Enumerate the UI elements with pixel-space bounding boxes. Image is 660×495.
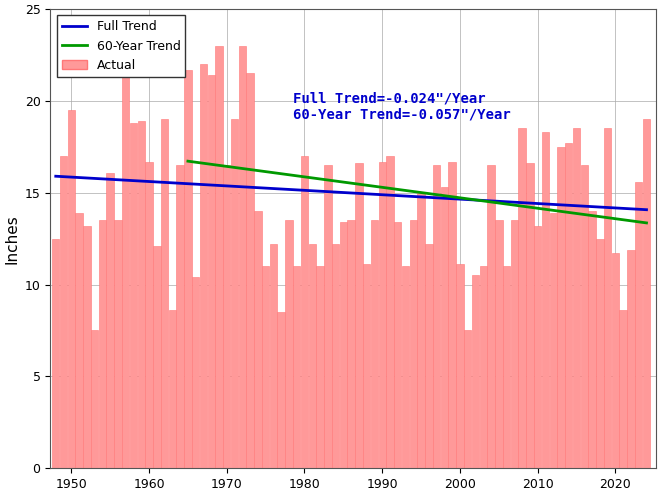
60-Year Trend [471,197,479,203]
Bar [643,119,650,468]
Line: 60-Year Trend: 60-Year Trend [188,161,647,223]
Bar [114,220,121,468]
Bar [534,226,541,468]
Bar [184,70,191,468]
Bar [371,220,378,468]
Legend: Full Trend, 60-Year Trend, Actual: Full Trend, 60-Year Trend, Actual [57,15,185,77]
Bar [91,331,98,468]
Line: Full Trend: Full Trend [55,176,647,210]
Bar [573,129,580,468]
Bar [480,266,487,468]
Bar [441,187,448,468]
Bar [363,264,370,468]
Bar [557,147,565,468]
Bar [526,163,533,468]
Bar [215,46,222,468]
Bar [324,165,331,468]
Bar [83,226,90,468]
60-Year Trend [300,174,308,180]
Bar [612,253,619,468]
60-Year Trend [331,178,339,184]
Full Trend [643,207,651,213]
Bar [519,129,526,468]
Bar [246,73,254,468]
Bar [355,163,362,468]
60-Year Trend [643,220,651,226]
Bar [145,161,152,468]
Text: Full Trend=-0.024"/Year
60-Year Trend=-0.057"/Year: Full Trend=-0.024"/Year 60-Year Trend=-0… [292,92,510,122]
Bar [277,312,285,468]
Bar [627,249,635,468]
Bar [231,119,238,468]
Bar [425,244,432,468]
Bar [293,266,300,468]
Bar [410,220,417,468]
Full Trend [246,184,254,190]
Bar [254,211,261,468]
Bar [200,64,207,468]
60-Year Trend [261,169,269,175]
Bar [60,156,67,468]
Bar [223,165,230,468]
Bar [75,213,82,468]
Bar [596,239,603,468]
Bar [604,129,611,468]
Bar [169,310,176,468]
Bar [301,156,308,468]
Bar [52,239,59,468]
Bar [511,220,518,468]
60-Year Trend [339,179,347,185]
Bar [192,277,199,468]
Bar [620,310,627,468]
Bar [262,266,269,468]
Bar [99,220,106,468]
Bar [386,156,394,468]
Bar [589,211,596,468]
Y-axis label: Inches: Inches [4,214,19,263]
Bar [565,143,572,468]
Bar [137,121,145,468]
Bar [542,132,549,468]
60-Year Trend [184,158,192,164]
Bar [239,46,246,468]
60-Year Trend [316,176,324,182]
Bar [106,173,114,468]
Full Trend [378,192,386,198]
Bar [487,165,495,468]
Bar [503,266,510,468]
Bar [309,244,316,468]
Bar [67,110,75,468]
Bar [347,220,355,468]
Full Trend [293,187,301,193]
Bar [581,165,588,468]
Bar [417,193,425,468]
Bar [472,275,479,468]
Bar [379,161,386,468]
Bar [394,222,401,468]
Bar [464,331,471,468]
Bar [207,75,215,468]
Bar [161,119,168,468]
Bar [433,165,440,468]
Bar [402,266,409,468]
Bar [153,246,160,468]
Bar [449,161,456,468]
Bar [316,266,324,468]
Full Trend [254,185,262,191]
Full Trend [168,180,176,186]
Bar [456,264,463,468]
Bar [635,182,642,468]
Full Trend [308,188,316,194]
Bar [130,123,137,468]
Bar [495,220,502,468]
Bar [550,213,557,468]
Bar [285,220,292,468]
Bar [332,244,339,468]
Full Trend [51,173,59,179]
Bar [270,244,277,468]
Bar [340,222,347,468]
Bar [122,73,129,468]
Bar [176,165,184,468]
